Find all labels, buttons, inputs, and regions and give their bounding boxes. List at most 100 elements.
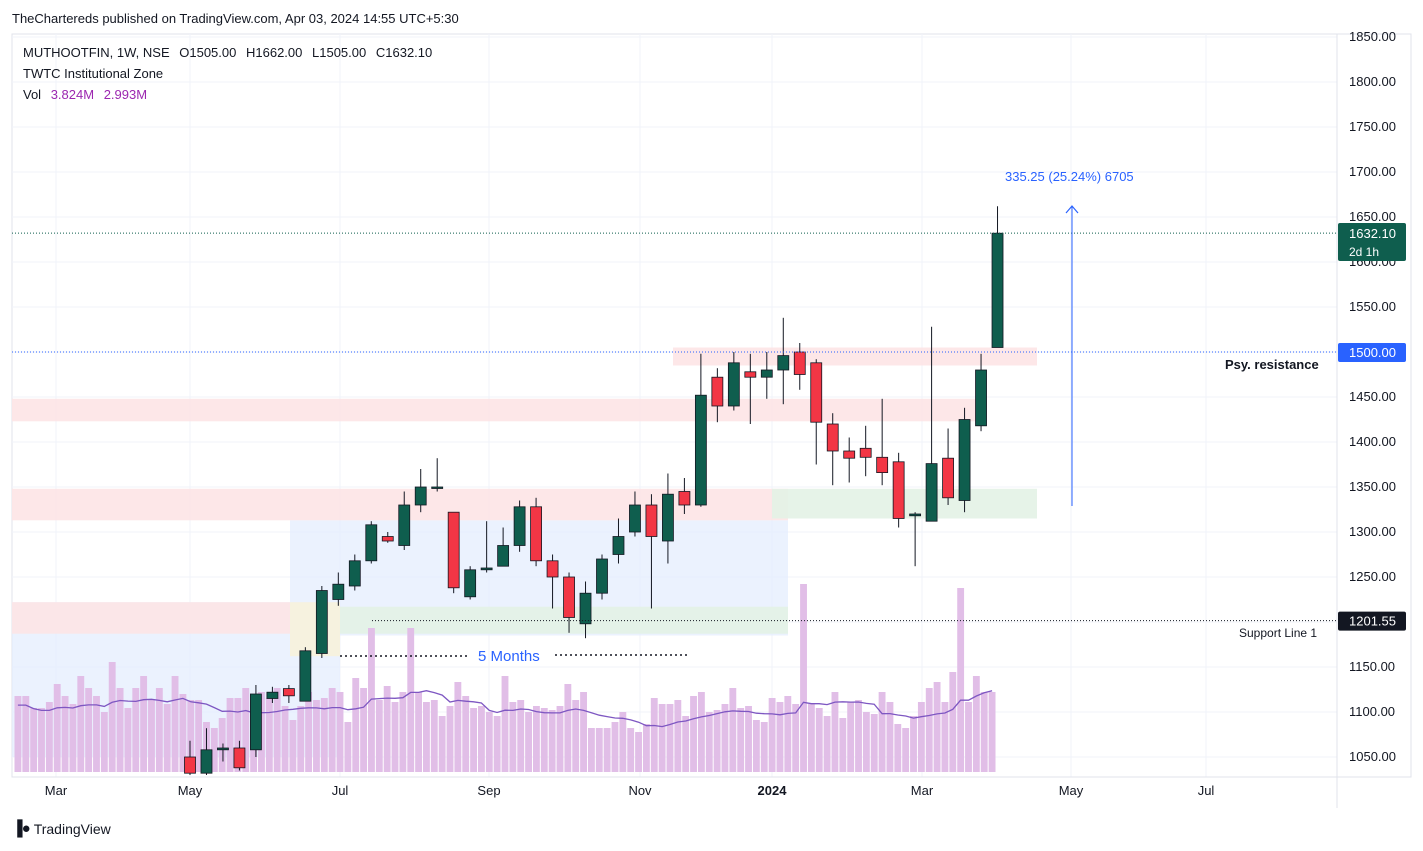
candle-body[interactable] xyxy=(678,491,691,506)
legend-low: L1505.00 xyxy=(312,45,367,60)
volume-bar xyxy=(925,688,933,772)
volume-bar xyxy=(45,702,53,772)
candle-body[interactable] xyxy=(381,536,394,542)
volume-bar xyxy=(635,732,642,772)
volume-bar xyxy=(305,692,313,772)
candle-body[interactable] xyxy=(958,419,971,501)
volume-bar xyxy=(619,712,627,772)
volume-bar xyxy=(690,696,697,772)
volume-bar xyxy=(831,692,839,772)
candle-body[interactable] xyxy=(398,504,411,546)
volume-bar xyxy=(281,706,289,772)
resistance-zone-1 xyxy=(12,602,290,634)
candle-body[interactable] xyxy=(727,362,740,407)
candle-body[interactable] xyxy=(497,545,510,567)
candle-body[interactable] xyxy=(859,447,872,458)
time-tick: 2024 xyxy=(758,783,788,798)
legend-close: C1632.10 xyxy=(375,45,433,60)
price-tick: 1100.00 xyxy=(1349,704,1395,719)
volume-bar xyxy=(14,696,22,772)
volume-bar xyxy=(218,718,226,772)
candle-body[interactable] xyxy=(546,560,559,578)
candle-body[interactable] xyxy=(876,456,889,473)
candle-body[interactable] xyxy=(217,747,229,751)
candle-body[interactable] xyxy=(629,504,641,533)
volume-bar xyxy=(30,708,38,772)
time-tick: Mar xyxy=(911,783,934,798)
candle-body[interactable] xyxy=(563,576,575,618)
candle-body[interactable] xyxy=(925,463,938,522)
candle-body[interactable] xyxy=(266,691,279,699)
volume-bar xyxy=(760,722,768,772)
candle-body[interactable] xyxy=(991,232,1004,348)
volume-bar xyxy=(776,702,784,772)
legend-ohlc: MUTHOOTFIN, 1W, NSE O1505.00 H1662.00 L1… xyxy=(23,45,438,60)
volume-bar xyxy=(313,700,320,772)
candle-body[interactable] xyxy=(645,504,658,537)
tradingview-brand: TradingView xyxy=(33,820,111,837)
candle-body[interactable] xyxy=(530,506,542,562)
tradingview-logo[interactable]: ▐● TradingView xyxy=(12,820,111,837)
candle-body[interactable] xyxy=(431,486,444,489)
volume-bar xyxy=(360,688,368,772)
volume-bar xyxy=(462,696,470,772)
candle-body[interactable] xyxy=(299,650,312,702)
candle-body[interactable] xyxy=(233,747,246,769)
volume-bar xyxy=(242,688,250,772)
candle-body[interactable] xyxy=(414,486,427,506)
measure-arrow-head xyxy=(1065,205,1079,214)
candle-body[interactable] xyxy=(365,524,378,562)
candle-body[interactable] xyxy=(711,376,724,407)
volume-bar xyxy=(391,702,399,772)
candle-body[interactable] xyxy=(332,583,345,600)
candle-body[interactable] xyxy=(250,693,262,751)
candle-body[interactable] xyxy=(447,511,460,589)
candle-body[interactable] xyxy=(694,394,707,506)
candle-body[interactable] xyxy=(596,558,608,594)
candle-body[interactable] xyxy=(909,513,922,517)
legend-open: O1505.00 xyxy=(179,45,237,60)
candle-body[interactable] xyxy=(464,569,477,598)
legend-volume[interactable]: Vol 3.824M 2.993M xyxy=(23,87,153,102)
candle-body[interactable] xyxy=(892,461,905,519)
candle-body[interactable] xyxy=(480,567,493,571)
candle-body[interactable] xyxy=(760,369,773,378)
candle-body[interactable] xyxy=(315,590,328,654)
candle-body[interactable] xyxy=(975,369,987,427)
candle-body[interactable] xyxy=(513,506,526,546)
candle-body[interactable] xyxy=(612,536,625,555)
time-tick: Jul xyxy=(1198,783,1215,798)
candle-body[interactable] xyxy=(282,688,295,697)
psy-level-tag xyxy=(1338,343,1406,362)
legend-indicator[interactable]: TWTC Institutional Zone xyxy=(23,66,164,81)
volume-bar xyxy=(493,716,501,772)
time-tick: Nov xyxy=(628,783,652,798)
base-zone xyxy=(290,602,340,657)
volume-bar xyxy=(855,700,862,772)
volume-bar xyxy=(38,708,45,772)
candle-body[interactable] xyxy=(843,450,856,459)
volume-bar xyxy=(478,706,485,772)
candle-body[interactable] xyxy=(777,355,790,371)
candle-body[interactable] xyxy=(662,493,674,542)
candle-body[interactable] xyxy=(810,362,823,423)
candle-body[interactable] xyxy=(942,457,954,499)
volume-bar xyxy=(674,700,682,772)
volume-bar xyxy=(509,702,517,772)
candle-body[interactable] xyxy=(184,756,196,774)
candle-body[interactable] xyxy=(744,371,757,378)
volume-bar xyxy=(548,710,556,772)
candle-body[interactable] xyxy=(793,351,806,375)
volume-bar xyxy=(446,706,454,772)
legend-vol-ma-value: 2.993M xyxy=(103,87,148,102)
last-price-value: 1632.10 xyxy=(1349,226,1396,241)
volume-bar xyxy=(438,716,446,772)
price-tick: 1800.00 xyxy=(1349,74,1396,89)
volume-bar xyxy=(988,692,996,772)
volume-bar xyxy=(697,692,705,772)
candle-body[interactable] xyxy=(826,423,839,452)
candle-body[interactable] xyxy=(579,592,592,625)
candle-body[interactable] xyxy=(348,560,361,587)
candle-body[interactable] xyxy=(200,749,213,774)
